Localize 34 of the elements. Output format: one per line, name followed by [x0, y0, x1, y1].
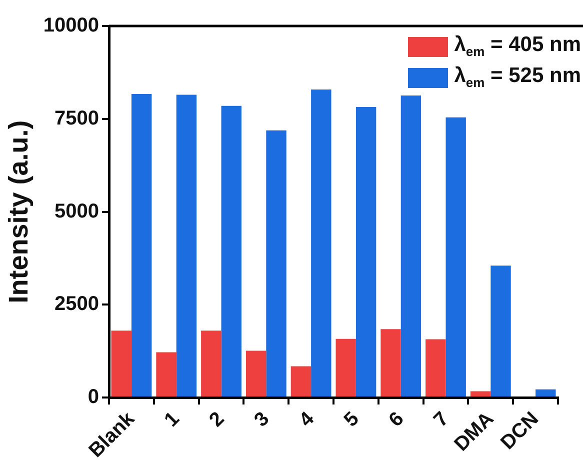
x-tick-label: 5	[340, 408, 364, 432]
y-tick-label: 10000	[43, 14, 100, 37]
bar	[336, 338, 356, 397]
x-tick-label: 2	[205, 408, 229, 432]
bar	[490, 266, 511, 397]
bar	[156, 352, 176, 397]
bar	[536, 389, 556, 397]
x-tick-label: 3	[250, 408, 274, 432]
bar	[446, 117, 466, 397]
legend-label: λ$_{em}$ = 525 nm	[454, 64, 581, 91]
x-tick-label: 7	[430, 408, 454, 432]
y-tick-label: 0	[88, 386, 100, 408]
y-tick-label: 5000	[54, 200, 100, 222]
x-tick-label: 1	[160, 408, 184, 432]
x-tick-label: 6	[384, 408, 408, 432]
x-tick-label: 4	[295, 407, 320, 432]
bar	[470, 391, 491, 397]
bar	[111, 330, 132, 397]
bar	[266, 130, 286, 397]
bar	[176, 94, 197, 397]
y-axis-title: Intensity (a.u.)	[4, 120, 34, 304]
bar	[400, 95, 422, 397]
bar	[290, 366, 312, 397]
bar	[246, 350, 266, 397]
bar	[201, 330, 222, 397]
bar	[426, 339, 446, 397]
y-tick-label: 2500	[54, 293, 100, 316]
bar	[221, 106, 242, 397]
bar	[311, 90, 332, 397]
bar	[356, 106, 376, 397]
bar	[380, 329, 401, 397]
bar	[131, 94, 152, 397]
legend-label: λ$_{em}$ = 405 nm	[454, 33, 581, 60]
y-tick-label: 7500	[54, 107, 100, 130]
